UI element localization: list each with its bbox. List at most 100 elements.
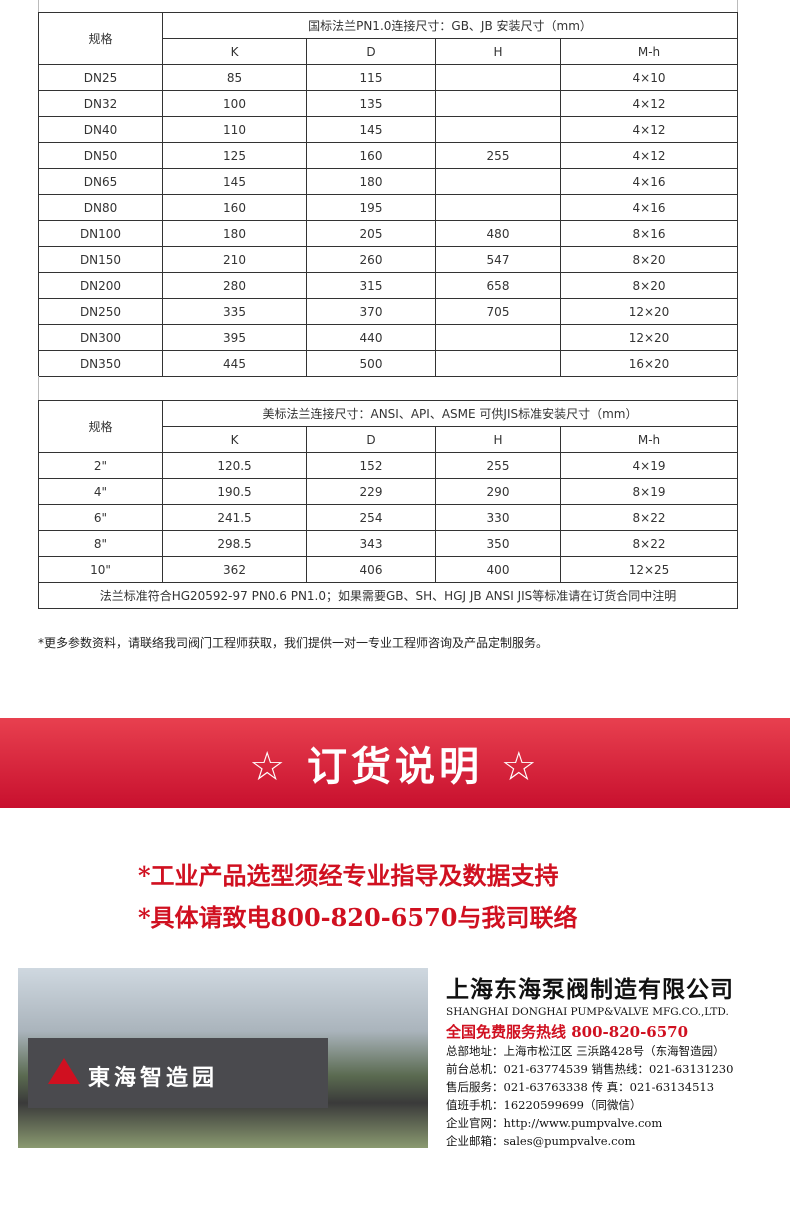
table-cell: 4×12 bbox=[560, 116, 738, 143]
table-row: DN300 395 440 12×20 bbox=[38, 324, 738, 351]
order-line: *工业产品选型须经专业指导及数据支持 bbox=[138, 861, 559, 890]
table-cell bbox=[435, 324, 561, 351]
table-row: DN40 110 145 4×12 bbox=[38, 116, 738, 143]
table-cell: 125 bbox=[162, 142, 307, 169]
table-cell: 315 bbox=[306, 272, 436, 299]
table-row: DN50 125 160 255 4×12 bbox=[38, 142, 738, 169]
table-cell: 180 bbox=[162, 220, 307, 247]
table-cell: 4×12 bbox=[560, 90, 738, 117]
contact-line: 企业官网：http://www.pumpvalve.com bbox=[446, 1116, 663, 1130]
table-cell: 4×16 bbox=[560, 194, 738, 221]
table-cell: 330 bbox=[435, 504, 561, 531]
table-row: DN200 280 315 658 8×20 bbox=[38, 272, 738, 299]
table-cell: 8×20 bbox=[560, 246, 738, 273]
table-cell: 210 bbox=[162, 246, 307, 273]
table-cell: DN25 bbox=[38, 64, 163, 91]
table-cell: 241.5 bbox=[162, 504, 307, 531]
american-flange-table: 规格 美标法兰连接尺寸：ANSI、API、ASME 可供JIS标准安装尺寸（mm… bbox=[38, 400, 738, 609]
table-cell: 229 bbox=[306, 478, 436, 505]
table-cell: 370 bbox=[306, 298, 436, 325]
table-cell: 135 bbox=[306, 90, 436, 117]
national-flange-table: 规格 国标法兰PN1.0连接尺寸：GB、JB 安装尺寸（mm） K D H M-… bbox=[38, 12, 738, 377]
table-cell: 254 bbox=[306, 504, 436, 531]
table-cell: 4×12 bbox=[560, 142, 738, 169]
table-cell bbox=[435, 116, 561, 143]
table-cell: DN350 bbox=[38, 350, 163, 377]
table-footnote: 法兰标准符合HG20592-97 PN0.6 PN1.0；如果需要GB、SH、H… bbox=[38, 582, 738, 609]
order-banner: ☆ 订货说明 ☆ bbox=[0, 718, 790, 808]
table-cell: 445 bbox=[162, 350, 307, 377]
table-cell: DN50 bbox=[38, 142, 163, 169]
table-row: 2" 120.5 152 255 4×19 bbox=[38, 452, 738, 479]
table-row: DN250 335 370 705 12×20 bbox=[38, 298, 738, 325]
sign-wall: 東海智造园 bbox=[28, 1038, 328, 1108]
table-cell: 180 bbox=[306, 168, 436, 195]
company-name-en: SHANGHAI DONGHAI PUMP&VALVE MFG.CO.,LTD. bbox=[446, 1006, 729, 1018]
col-mh: M-h bbox=[560, 38, 738, 65]
table-cell: DN40 bbox=[38, 116, 163, 143]
table-row: DN350 445 500 16×20 bbox=[38, 350, 738, 377]
table-cell bbox=[435, 168, 561, 195]
table-cell: 4×10 bbox=[560, 64, 738, 91]
table-cell: 115 bbox=[306, 64, 436, 91]
table-cell bbox=[435, 194, 561, 221]
table-cell bbox=[435, 64, 561, 91]
table-cell: 8×19 bbox=[560, 478, 738, 505]
company-info: 上海东海泵阀制造有限公司 SHANGHAI DONGHAI PUMP&VALVE… bbox=[446, 970, 776, 1150]
table-cell: 290 bbox=[435, 478, 561, 505]
table-cell: 120.5 bbox=[162, 452, 307, 479]
table-cell: 406 bbox=[306, 556, 436, 583]
table-cell: 255 bbox=[435, 142, 561, 169]
table-cell: 400 bbox=[435, 556, 561, 583]
col-d: D bbox=[306, 38, 436, 65]
table-cell: 480 bbox=[435, 220, 561, 247]
table-cell: 152 bbox=[306, 452, 436, 479]
table-row: 8" 298.5 343 350 8×22 bbox=[38, 530, 738, 557]
table-title: 国标法兰PN1.0连接尺寸：GB、JB 安装尺寸（mm） bbox=[162, 12, 738, 39]
table-cell: 705 bbox=[435, 298, 561, 325]
table-cell: DN80 bbox=[38, 194, 163, 221]
spec-header: 规格 bbox=[38, 12, 163, 65]
table-row: DN80 160 195 4×16 bbox=[38, 194, 738, 221]
col-h: H bbox=[435, 38, 561, 65]
table-cell: 145 bbox=[306, 116, 436, 143]
hotline: 全国免费服务热线 800-820-6570 bbox=[446, 1023, 689, 1041]
contact-line: 值班手机：16220599699（同微信） bbox=[446, 1098, 642, 1112]
table-cell: 298.5 bbox=[162, 530, 307, 557]
table-row: DN65 145 180 4×16 bbox=[38, 168, 738, 195]
table-cell: 6" bbox=[38, 504, 163, 531]
table-cell: 8×22 bbox=[560, 504, 738, 531]
table-row: DN25 85 115 4×10 bbox=[38, 64, 738, 91]
table-cell: 10" bbox=[38, 556, 163, 583]
table-cell: DN32 bbox=[38, 90, 163, 117]
table-cell: DN150 bbox=[38, 246, 163, 273]
table-cell: 362 bbox=[162, 556, 307, 583]
table-cell: 205 bbox=[306, 220, 436, 247]
table-cell: 190.5 bbox=[162, 478, 307, 505]
table-cell: 8" bbox=[38, 530, 163, 557]
table-cell: 255 bbox=[435, 452, 561, 479]
table-cell: 16×20 bbox=[560, 350, 738, 377]
table-cell: DN65 bbox=[38, 168, 163, 195]
table-cell: 2" bbox=[38, 452, 163, 479]
table-cell: 12×25 bbox=[560, 556, 738, 583]
table-cell: 85 bbox=[162, 64, 307, 91]
table-title: 美标法兰连接尺寸：ANSI、API、ASME 可供JIS标准安装尺寸（mm） bbox=[162, 400, 738, 427]
company-photo: 東海智造园 bbox=[18, 968, 428, 1148]
table-row: 6" 241.5 254 330 8×22 bbox=[38, 504, 738, 531]
table-cell: 160 bbox=[306, 142, 436, 169]
table-cell: 280 bbox=[162, 272, 307, 299]
table-cell: 335 bbox=[162, 298, 307, 325]
table-cell: 100 bbox=[162, 90, 307, 117]
table-cell: DN100 bbox=[38, 220, 163, 247]
table-cell: 4" bbox=[38, 478, 163, 505]
order-line: *具体请致电800-820-6570与我司联络 bbox=[138, 903, 578, 932]
sign-text: 東海智造园 bbox=[88, 1066, 219, 1091]
contact-line: 总部地址：上海市松江区 三浜路428号（东海智造园） bbox=[446, 1044, 725, 1058]
contact-line: 前台总机：021-63774539 销售热线：021-63131230 bbox=[446, 1062, 734, 1076]
table-cell: 160 bbox=[162, 194, 307, 221]
table-row: DN32 100 135 4×12 bbox=[38, 90, 738, 117]
more-info-note: *更多参数资料，请联络我司阀门工程师获取，我们提供一对一专业工程师咨询及产品定制… bbox=[38, 636, 549, 650]
contact-line: 企业邮箱：sales@pumpvalve.com bbox=[446, 1134, 636, 1148]
table-cell: 440 bbox=[306, 324, 436, 351]
